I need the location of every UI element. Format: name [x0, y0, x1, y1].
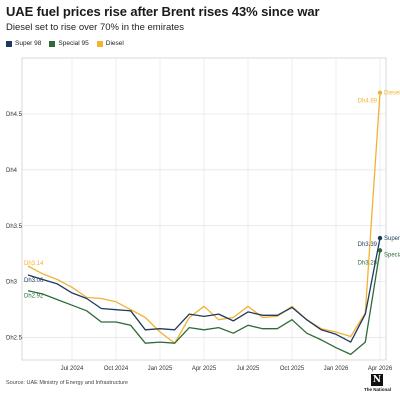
start-value-label: Dh3.14 — [24, 261, 44, 267]
data-point-super-98 — [377, 235, 383, 241]
series-line-diesel — [27, 92, 381, 344]
y-tick-label: Dh3.5 — [6, 224, 23, 230]
y-tick-label: Dh4.5 — [6, 112, 23, 118]
end-label-super-98: Super 98 — [384, 236, 400, 242]
x-tick-label: Jul 2025 — [237, 366, 260, 372]
legend-swatch-diesel — [96, 40, 103, 47]
x-tick-label: Apr 2026 — [368, 366, 393, 372]
y-tick-label: Dh2.5 — [6, 336, 23, 342]
source-note: Source: UAE Ministry of Energy and Infra… — [6, 380, 128, 386]
end-label-diesel: Diesel — [384, 91, 400, 97]
start-value-label: Dh3.06 — [24, 278, 44, 284]
legend-item-special-95: Special 95 — [49, 40, 89, 47]
end-value-label-diesel: Dh4.69 — [358, 99, 378, 105]
end-value-label-super-98: Dh3.39 — [358, 242, 378, 248]
legend-item-diesel: Diesel — [96, 40, 124, 47]
legend-label-diesel: Diesel — [105, 40, 124, 47]
x-tick-label: Jul 2024 — [61, 366, 84, 372]
chart-title: UAE fuel prices rise after Brent rises 4… — [6, 4, 320, 19]
data-point-special-95 — [377, 248, 383, 253]
x-tick-label: Oct 2025 — [280, 366, 305, 372]
legend-swatch-super-98 — [6, 40, 12, 47]
legend: Super 98 Special 95 Diesel — [6, 40, 124, 47]
legend-item-super-98: Super 98 — [6, 40, 41, 47]
x-tick-label: Apr 2025 — [192, 366, 217, 372]
legend-swatch-special-95 — [49, 40, 56, 47]
the-national-logo: N The National — [364, 374, 392, 392]
y-tick-label: Dh3 — [6, 280, 18, 286]
end-label-special-95: Special 95 — [384, 252, 400, 258]
chart-subtitle: Diesel set to rise over 70% in the emira… — [6, 22, 184, 33]
data-point-diesel — [377, 90, 383, 95]
start-value-label: Dh2.92 — [24, 294, 44, 300]
x-tick-label: Oct 2024 — [104, 366, 129, 372]
legend-label-super-98: Super 98 — [15, 40, 42, 47]
logo-text: The National — [364, 387, 392, 392]
y-tick-label: Dh4 — [6, 168, 18, 174]
x-tick-label: Jan 2026 — [324, 366, 349, 372]
end-value-label-special-95: Dh3.28 — [358, 260, 378, 266]
x-tick-label: Jan 2025 — [148, 366, 173, 372]
logo-mark: N — [371, 374, 383, 386]
legend-label-special-95: Special 95 — [58, 40, 89, 47]
series-line-super-98 — [27, 237, 381, 343]
